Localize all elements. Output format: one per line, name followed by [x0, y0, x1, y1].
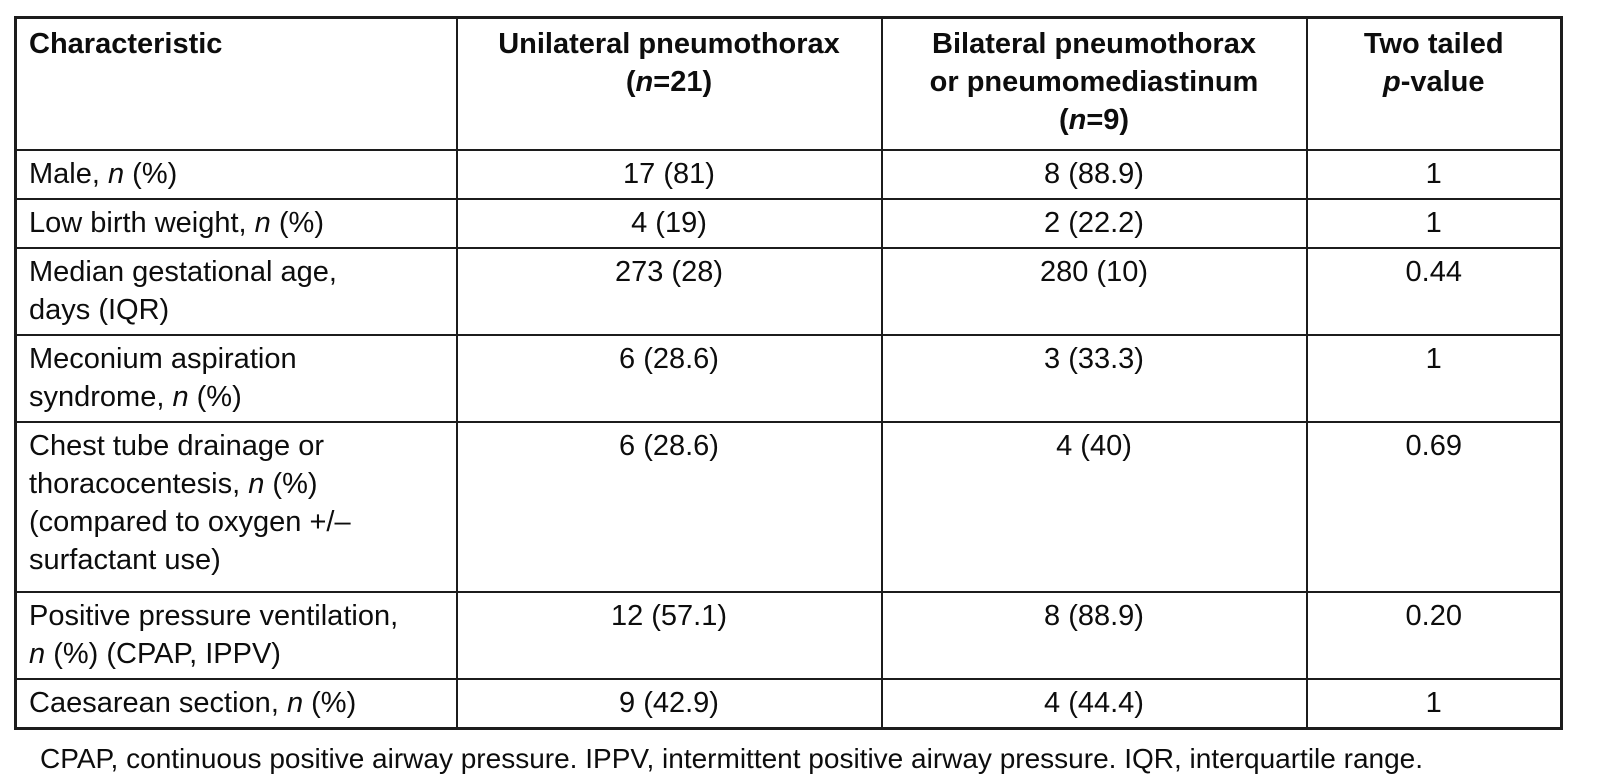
value-cell: 17 (81): [455, 149, 883, 200]
value-cell: 4 (44.4): [880, 678, 1308, 730]
row-label-cell: Male, n (%): [14, 149, 458, 200]
table-row: Caesarean section, n (%) 9 (42.9) 4 (44.4)…: [14, 678, 1563, 730]
value-cell: 6 (28.6): [455, 421, 883, 593]
table-body: Male, n (%) 17 (81) 8 (88.9) 1 Low birth wei…: [14, 149, 1563, 730]
table-header-row: Characteristic Unilateral pneumothorax (n…: [14, 16, 1563, 151]
value-cell: 0.20: [1305, 591, 1563, 680]
table-row: Meconium aspiration syndrome, n (%) 6 (28…: [14, 334, 1563, 423]
value-cell: 0.69: [1305, 421, 1563, 593]
column-header: Unilateral pneumothorax (n=21): [455, 16, 883, 151]
column-header: Two tailed p-value: [1305, 16, 1563, 151]
characteristics-table: Characteristic Unilateral pneumothorax (n…: [14, 16, 1563, 730]
value-cell: 3 (33.3): [880, 334, 1308, 423]
column-header: Bilateral pneumothorax or pneumomediasti…: [880, 16, 1308, 151]
value-cell: 4 (40): [880, 421, 1308, 593]
value-cell: 8 (88.9): [880, 149, 1308, 200]
row-label-cell: Caesarean section, n (%): [14, 678, 458, 730]
table-header: Characteristic Unilateral pneumothorax (n…: [14, 16, 1563, 151]
value-cell: 12 (57.1): [455, 591, 883, 680]
value-cell: 0.44: [1305, 247, 1563, 336]
row-label-cell: Low birth weight, n (%): [14, 198, 458, 249]
value-cell: 1: [1305, 198, 1563, 249]
value-cell: 6 (28.6): [455, 334, 883, 423]
abbreviations-note: CPAP, continuous positive airway pressur…: [40, 743, 1424, 774]
value-cell: 9 (42.9): [455, 678, 883, 730]
table-row: Median gestational age, days (IQR) 273 (2…: [14, 247, 1563, 336]
column-header: Characteristic: [14, 16, 458, 151]
value-cell: 273 (28): [455, 247, 883, 336]
row-label-cell: Meconium aspiration syndrome, n (%): [14, 334, 458, 423]
table-row: Chest tube drainage or thoracocentesis, …: [14, 421, 1563, 593]
value-cell: 1: [1305, 678, 1563, 730]
value-cell: 2 (22.2): [880, 198, 1308, 249]
row-label-cell: Positive pressure ventilation, n (%) (CP…: [14, 591, 458, 680]
value-cell: 8 (88.9): [880, 591, 1308, 680]
value-cell: 1: [1305, 334, 1563, 423]
table-row: Low birth weight, n (%) 4 (19) 2 (22.2) 1: [14, 198, 1563, 249]
row-label-cell: Median gestational age, days (IQR): [14, 247, 458, 336]
value-cell: 1: [1305, 149, 1563, 200]
row-label-cell: Chest tube drainage or thoracocentesis, …: [14, 421, 458, 593]
table-row: Male, n (%) 17 (81) 8 (88.9) 1: [14, 149, 1563, 200]
value-cell: 280 (10): [880, 247, 1308, 336]
value-cell: 4 (19): [455, 198, 883, 249]
table-row: Positive pressure ventilation, n (%) (CP…: [14, 591, 1563, 680]
